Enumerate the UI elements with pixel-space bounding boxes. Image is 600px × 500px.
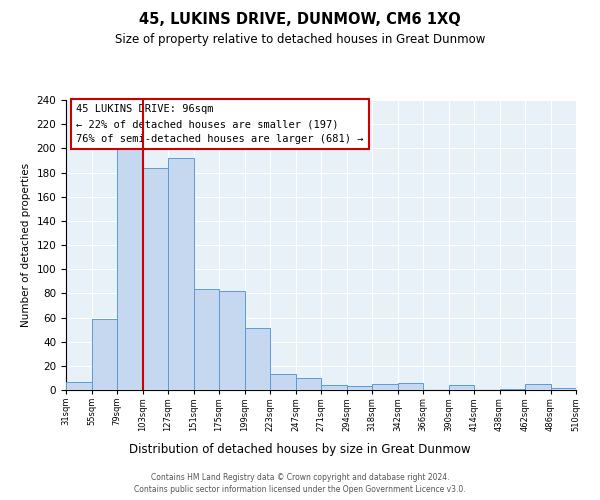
Bar [193, 288, 219, 390]
Bar [372, 384, 398, 390]
Text: 45 LUKINS DRIVE: 96sqm
← 22% of detached houses are smaller (197)
76% of semi-de: 45 LUKINS DRIVE: 96sqm ← 22% of detached… [76, 104, 364, 144]
Text: Contains HM Land Registry data © Crown copyright and database right 2024.: Contains HM Land Registry data © Crown c… [151, 472, 449, 482]
Bar [499, 389, 525, 390]
Bar [398, 383, 423, 390]
Bar [66, 382, 91, 390]
Bar [117, 147, 143, 390]
Bar [347, 386, 372, 390]
Bar [219, 291, 245, 390]
Bar [551, 388, 576, 390]
Bar [449, 385, 474, 390]
Bar [168, 158, 193, 390]
Bar [143, 168, 168, 390]
Text: Contains public sector information licensed under the Open Government Licence v3: Contains public sector information licen… [134, 485, 466, 494]
Bar [296, 378, 321, 390]
Text: 45, LUKINS DRIVE, DUNMOW, CM6 1XQ: 45, LUKINS DRIVE, DUNMOW, CM6 1XQ [139, 12, 461, 28]
Bar [245, 328, 270, 390]
Bar [270, 374, 296, 390]
Text: Distribution of detached houses by size in Great Dunmow: Distribution of detached houses by size … [129, 442, 471, 456]
Bar [91, 318, 117, 390]
Y-axis label: Number of detached properties: Number of detached properties [21, 163, 31, 327]
Bar [321, 385, 347, 390]
Bar [525, 384, 551, 390]
Text: Size of property relative to detached houses in Great Dunmow: Size of property relative to detached ho… [115, 32, 485, 46]
